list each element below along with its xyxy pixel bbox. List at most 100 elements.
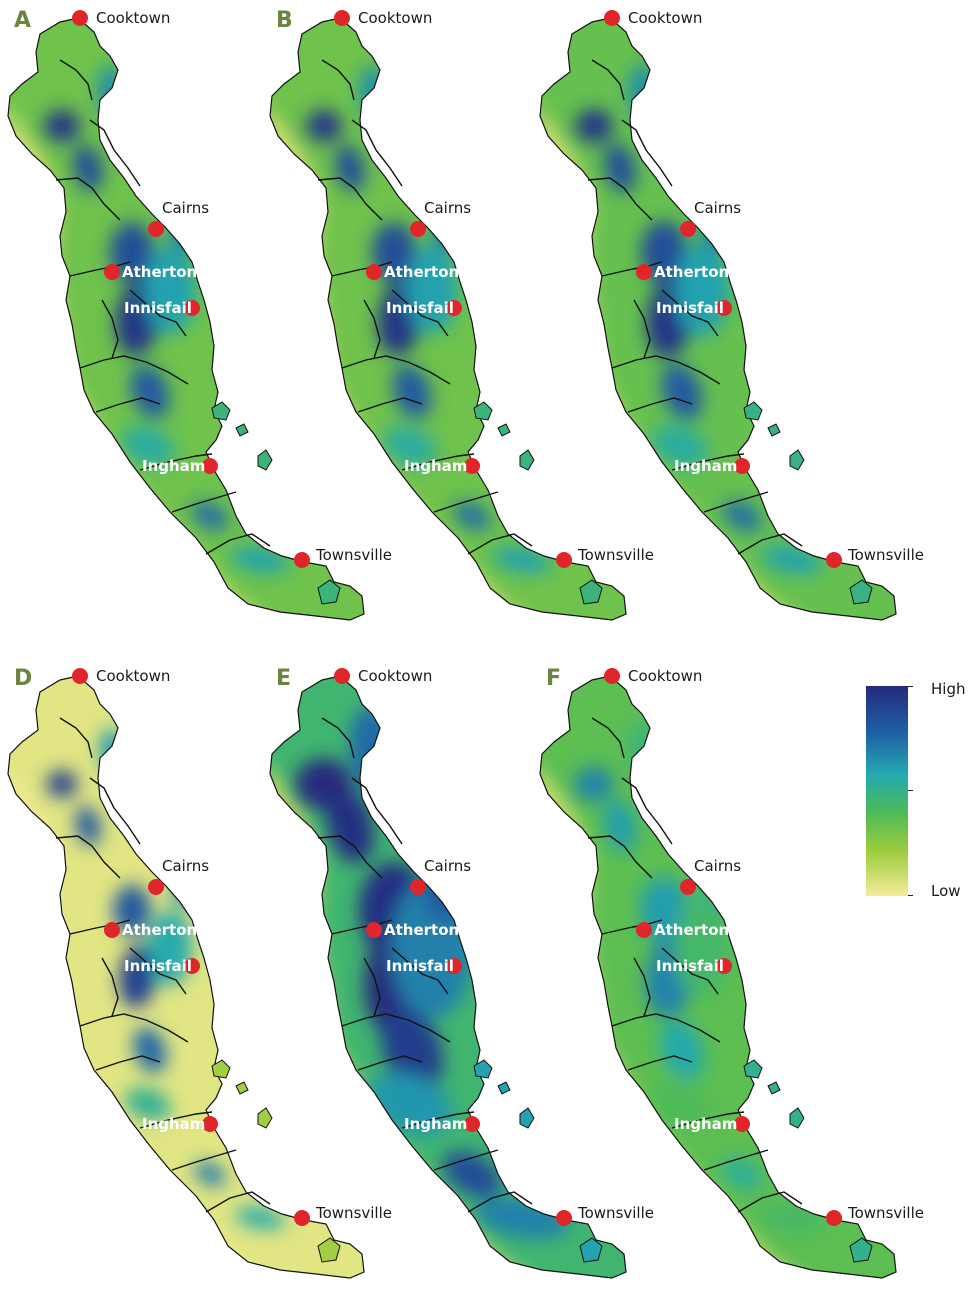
coastline <box>269 675 627 1279</box>
town-label: Cooktown <box>96 667 170 685</box>
town-marker <box>184 958 200 974</box>
island <box>497 423 511 437</box>
island <box>235 1081 249 1095</box>
region-boundary <box>401 453 475 471</box>
suitability-patch <box>639 877 689 943</box>
legend-color-bar <box>866 686 908 896</box>
suitability-patch <box>660 1020 704 1080</box>
region-boundary <box>433 491 499 513</box>
island <box>519 1107 535 1129</box>
suitability-patch <box>170 216 198 252</box>
suitability-patch <box>372 222 416 282</box>
town-marker <box>734 1116 750 1132</box>
region-boundary <box>627 1055 693 1071</box>
region-boundary <box>433 1149 499 1171</box>
town-label: Atherton <box>384 263 459 281</box>
town-marker <box>294 1210 310 1226</box>
region-boundary <box>587 177 653 221</box>
town-marker <box>826 1210 842 1226</box>
town-marker <box>72 668 88 684</box>
region-boundary <box>171 1149 237 1171</box>
region-boundary <box>703 491 769 513</box>
map-panel-d: Cooktown Cairns Atherton Innisfail Ingham Tow… <box>7 667 392 1279</box>
region-boundary <box>357 397 423 413</box>
town-marker <box>680 221 696 237</box>
town-marker <box>202 1116 218 1132</box>
region-boundary <box>633 299 651 359</box>
suitability-patch <box>574 766 614 802</box>
island <box>473 401 493 421</box>
island <box>519 449 535 471</box>
coastline <box>539 675 897 1279</box>
suitability-patch <box>673 899 731 997</box>
town-label: Cairns <box>162 857 209 875</box>
coastline <box>7 675 365 1279</box>
suitability-patch <box>306 110 342 142</box>
town-label: Townsville <box>577 546 654 564</box>
coastline <box>269 17 627 621</box>
region-boundary <box>737 533 803 555</box>
suitability-patch <box>120 426 176 466</box>
region-boundary <box>661 947 719 995</box>
town-label: Ingham <box>404 457 467 475</box>
region-boundary <box>89 119 141 187</box>
legend-high-label: High <box>931 680 966 698</box>
panel-letter: F <box>546 666 562 691</box>
island <box>849 579 873 605</box>
suitability-patch <box>46 770 78 798</box>
suitability-patch <box>406 246 458 334</box>
town-marker <box>72 10 88 26</box>
region-boundary <box>139 1111 213 1129</box>
town-label: Innisfail <box>124 957 192 975</box>
coastline <box>539 17 897 621</box>
island <box>257 449 273 471</box>
region-boundary <box>357 1055 423 1071</box>
map-panel-f: Cooktown Cairns Atherton Innisfail Ingham Tow… <box>539 667 924 1279</box>
region-boundary <box>317 835 383 879</box>
town-marker <box>104 264 120 280</box>
region-boundary <box>317 177 383 221</box>
suitability-patch <box>432 216 460 252</box>
town-label: Townsville <box>847 1204 924 1222</box>
town-marker <box>556 1210 572 1226</box>
panel-letter: B <box>276 8 293 33</box>
region-boundary <box>55 177 121 221</box>
island <box>317 1237 341 1263</box>
suitability-patch <box>326 788 374 864</box>
suitability-patch <box>575 109 613 143</box>
region-boundary <box>391 289 449 337</box>
map-panel-c: Cooktown Cairns Atherton Innisfail Ingham Tow… <box>539 9 924 621</box>
region-boundary <box>611 355 721 385</box>
region-boundary <box>321 59 355 101</box>
region-boundary <box>79 355 189 385</box>
region-boundary <box>587 835 653 879</box>
region-boundary <box>205 533 271 555</box>
suitability-patch <box>130 364 170 420</box>
town-marker <box>826 552 842 568</box>
island <box>211 1059 231 1079</box>
suitability-patch <box>75 806 101 846</box>
town-label: Ingham <box>674 457 737 475</box>
suitability-patch <box>125 1087 171 1121</box>
region-boundary <box>737 1191 803 1213</box>
region-boundary <box>59 59 93 101</box>
island <box>789 449 805 471</box>
town-label: Cooktown <box>628 9 702 27</box>
island <box>743 401 763 421</box>
town-label: Cairns <box>162 199 209 217</box>
region-boundary <box>89 777 141 845</box>
region-boundary <box>101 299 119 359</box>
suitability-patch <box>144 246 196 334</box>
town-label: Cooktown <box>358 9 432 27</box>
map-panel-b: Cooktown Cairns Atherton Innisfail Ingham Tow… <box>269 9 654 621</box>
island <box>579 579 603 605</box>
suitability-patch <box>44 110 80 142</box>
island <box>849 1237 873 1263</box>
suitability-patch <box>382 426 438 466</box>
suitability-patch <box>651 425 709 467</box>
region-boundary <box>621 119 673 187</box>
town-label: Atherton <box>654 263 729 281</box>
region-boundary <box>129 947 187 995</box>
island <box>579 1237 603 1263</box>
town-marker <box>636 264 652 280</box>
